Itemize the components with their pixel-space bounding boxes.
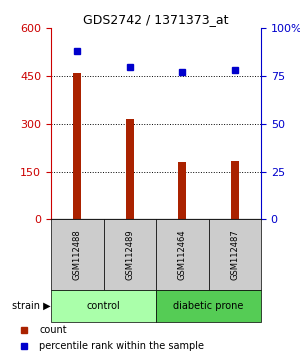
Text: diabetic prone: diabetic prone	[173, 301, 244, 311]
Bar	[208, 219, 261, 290]
Bar	[103, 219, 156, 290]
Bar	[51, 219, 104, 290]
Bar	[156, 219, 208, 290]
Text: GSM112487: GSM112487	[230, 229, 239, 280]
Text: GSM112464: GSM112464	[178, 229, 187, 280]
Bar	[178, 162, 186, 219]
Title: GDS2742 / 1371373_at: GDS2742 / 1371373_at	[83, 13, 229, 26]
Bar	[51, 290, 156, 322]
Text: percentile rank within the sample: percentile rank within the sample	[39, 341, 204, 351]
Bar	[126, 119, 134, 219]
Text: control: control	[87, 301, 120, 311]
Bar	[156, 290, 261, 322]
Bar	[231, 161, 239, 219]
Bar	[73, 73, 81, 219]
Text: GSM112489: GSM112489	[125, 229, 134, 280]
Text: count: count	[39, 325, 67, 335]
Text: strain ▶: strain ▶	[12, 301, 51, 311]
Text: GSM112488: GSM112488	[73, 229, 82, 280]
